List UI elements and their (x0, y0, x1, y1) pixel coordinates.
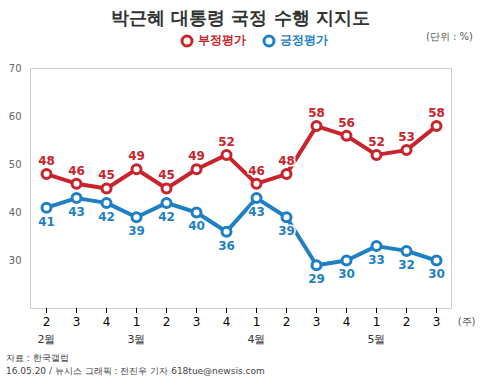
svg-text:1: 1 (133, 315, 141, 329)
svg-text:48: 48 (278, 154, 295, 168)
svg-text:56: 56 (338, 116, 355, 130)
svg-text:2: 2 (403, 315, 411, 329)
svg-text:5월: 5월 (368, 333, 386, 346)
svg-text:30: 30 (9, 255, 22, 266)
svg-text:45: 45 (98, 168, 115, 182)
svg-text:48: 48 (38, 154, 55, 168)
svg-text:4: 4 (103, 315, 111, 329)
svg-text:(주): (주) (458, 316, 476, 327)
svg-text:42: 42 (158, 210, 175, 224)
html-text:부정평가: 부정평가 (198, 33, 246, 47)
svg-text:49: 49 (188, 149, 205, 163)
svg-text:43: 43 (248, 205, 265, 219)
svg-text:52: 52 (368, 135, 385, 149)
svg-text:30: 30 (338, 267, 355, 281)
svg-text:41: 41 (38, 215, 55, 229)
html-text:박근혜 대통령 국정 수행 지지도: 박근혜 대통령 국정 수행 지지도 (111, 7, 370, 28)
svg-text:3: 3 (433, 315, 441, 329)
svg-text:52: 52 (218, 135, 235, 149)
svg-text:29: 29 (308, 272, 325, 286)
svg-text:42: 42 (98, 210, 115, 224)
svg-text:3: 3 (313, 315, 321, 329)
svg-text:3월: 3월 (128, 333, 146, 346)
svg-text:40: 40 (188, 219, 205, 233)
svg-text:32: 32 (398, 258, 415, 272)
svg-text:4: 4 (343, 315, 351, 329)
svg-text:60: 60 (9, 111, 22, 122)
svg-text:43: 43 (68, 205, 85, 219)
svg-text:46: 46 (68, 164, 85, 178)
svg-text:33: 33 (368, 253, 385, 267)
svg-text:4월: 4월 (248, 333, 266, 346)
html-text:긍정평가: 긍정평가 (280, 33, 328, 47)
html-text:자료 : 한국갤럽: 자료 : 한국갤럽 (6, 353, 69, 363)
svg-text:39: 39 (278, 224, 295, 238)
svg-text:50: 50 (9, 159, 22, 170)
svg-text:1: 1 (373, 315, 381, 329)
svg-text:45: 45 (158, 168, 175, 182)
svg-text:3: 3 (73, 315, 81, 329)
svg-text:3: 3 (193, 315, 201, 329)
svg-text:53: 53 (398, 130, 415, 144)
html-text:(단위 : %): (단위 : %) (426, 31, 473, 42)
html-text:16.05.20 / 뉴시스 그래픽 : 전진우 기자 61: 16.05.20 / 뉴시스 그래픽 : 전진우 기자 618tue@newsi… (6, 366, 265, 376)
svg-text:49: 49 (128, 149, 145, 163)
svg-text:46: 46 (248, 164, 265, 178)
svg-text:36: 36 (218, 239, 235, 253)
svg-text:58: 58 (308, 106, 325, 120)
svg-text:4: 4 (223, 315, 231, 329)
svg-text:1: 1 (253, 315, 261, 329)
svg-text:30: 30 (428, 267, 445, 281)
svg-text:2: 2 (283, 315, 291, 329)
svg-text:70: 70 (9, 63, 22, 74)
svg-text:58: 58 (428, 106, 445, 120)
svg-text:2: 2 (43, 315, 51, 329)
svg-text:2월: 2월 (38, 333, 56, 346)
svg-text:39: 39 (128, 224, 145, 238)
svg-text:2: 2 (163, 315, 171, 329)
svg-text:40: 40 (9, 207, 22, 218)
